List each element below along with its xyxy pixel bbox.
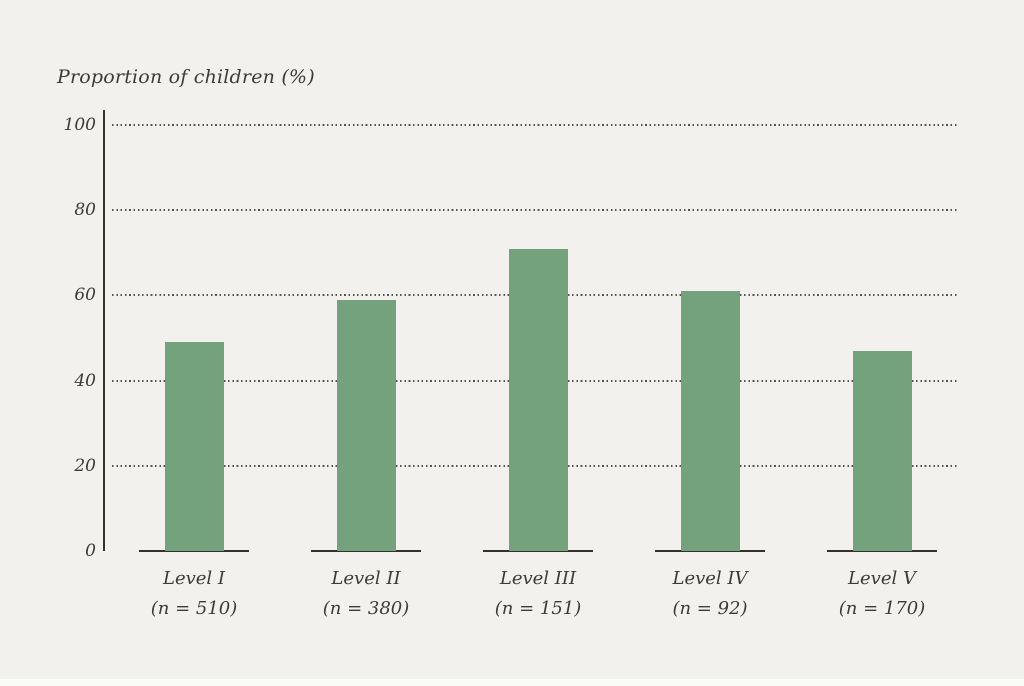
category-label: Level IV xyxy=(672,568,748,589)
bar-level-v xyxy=(852,351,912,551)
category-sublabel: (n = 92) xyxy=(672,598,748,619)
y-tick-label-80: 80 xyxy=(74,200,96,221)
bar-baseline-1 xyxy=(139,550,249,552)
chart-title: Proportion of children (%) xyxy=(57,66,315,88)
category-sublabel: (n = 170) xyxy=(838,598,926,619)
bar-level-ii xyxy=(336,300,396,551)
y-tick-label-60: 60 xyxy=(74,285,96,306)
bar-baseline-4 xyxy=(655,550,765,552)
category-label: Level II xyxy=(331,568,401,589)
y-tick-label-20: 20 xyxy=(74,455,96,476)
category-sublabel: (n = 510) xyxy=(150,598,238,619)
category-sublabel: (n = 380) xyxy=(322,598,410,619)
bar-baseline-3 xyxy=(483,550,593,552)
y-axis-line xyxy=(103,110,105,551)
bar-baseline-2 xyxy=(311,550,421,552)
bar-level-i xyxy=(164,342,224,551)
x-label-block-2: Level II (n = 380) xyxy=(280,564,452,624)
x-label-block-5: Level V (n = 170) xyxy=(796,564,968,624)
bar-level-iii xyxy=(508,249,568,551)
bar-level-iv xyxy=(680,291,740,551)
y-tick-label-100: 100 xyxy=(63,115,96,135)
category-label: Level V xyxy=(848,568,916,589)
y-tick-label-0: 0 xyxy=(85,541,96,561)
bar-baseline-5 xyxy=(827,550,937,552)
category-label: Level I xyxy=(162,568,225,589)
category-label: Level III xyxy=(499,568,577,589)
bottom-strip xyxy=(0,679,1024,686)
x-label-block-4: Level IV (n = 92) xyxy=(624,564,796,624)
y-tick-label-40: 40 xyxy=(74,370,96,391)
x-label-block-3: Level III (n = 151) xyxy=(452,564,624,624)
x-label-block-1: Level I (n = 510) xyxy=(108,564,280,624)
gridline-100 xyxy=(112,124,957,126)
gridline-80 xyxy=(112,209,957,212)
category-sublabel: (n = 151) xyxy=(494,598,582,619)
